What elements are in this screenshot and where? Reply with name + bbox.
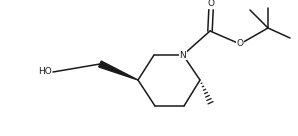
Text: O: O — [237, 39, 243, 49]
Text: HO: HO — [38, 67, 52, 76]
Text: N: N — [180, 50, 186, 60]
Text: O: O — [207, 0, 215, 8]
Polygon shape — [99, 61, 138, 80]
